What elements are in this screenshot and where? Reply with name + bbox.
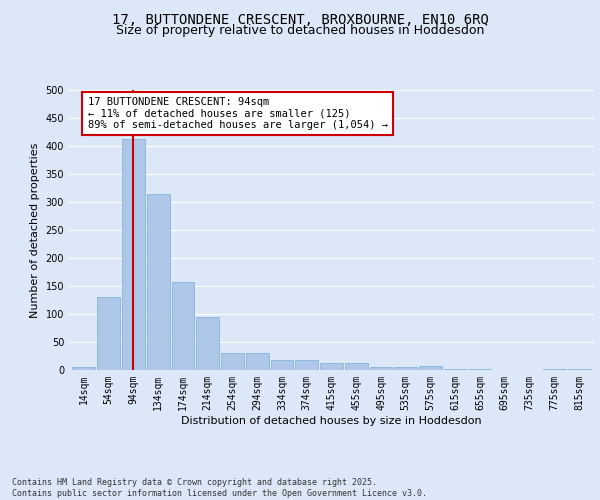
Bar bbox=[97, 297, 120, 370]
Bar bbox=[196, 318, 219, 370]
Bar bbox=[122, 138, 145, 370]
Bar bbox=[345, 362, 368, 370]
Bar bbox=[147, 194, 170, 370]
Bar bbox=[543, 369, 566, 370]
Text: 17 BUTTONDENE CRESCENT: 94sqm
← 11% of detached houses are smaller (125)
89% of : 17 BUTTONDENE CRESCENT: 94sqm ← 11% of d… bbox=[88, 96, 388, 130]
Bar bbox=[568, 369, 590, 370]
Text: Contains HM Land Registry data © Crown copyright and database right 2025.
Contai: Contains HM Land Registry data © Crown c… bbox=[12, 478, 427, 498]
Bar bbox=[320, 362, 343, 370]
Bar bbox=[172, 282, 194, 370]
Bar bbox=[221, 353, 244, 370]
X-axis label: Distribution of detached houses by size in Hoddesdon: Distribution of detached houses by size … bbox=[181, 416, 482, 426]
Bar bbox=[419, 366, 442, 370]
Bar bbox=[394, 367, 417, 370]
Bar bbox=[370, 367, 392, 370]
Y-axis label: Number of detached properties: Number of detached properties bbox=[30, 142, 40, 318]
Bar bbox=[73, 366, 95, 370]
Bar bbox=[444, 369, 467, 370]
Bar bbox=[246, 353, 269, 370]
Text: Size of property relative to detached houses in Hoddesdon: Size of property relative to detached ho… bbox=[116, 24, 484, 37]
Bar bbox=[295, 360, 318, 370]
Text: 17, BUTTONDENE CRESCENT, BROXBOURNE, EN10 6RQ: 17, BUTTONDENE CRESCENT, BROXBOURNE, EN1… bbox=[112, 12, 488, 26]
Bar bbox=[271, 360, 293, 370]
